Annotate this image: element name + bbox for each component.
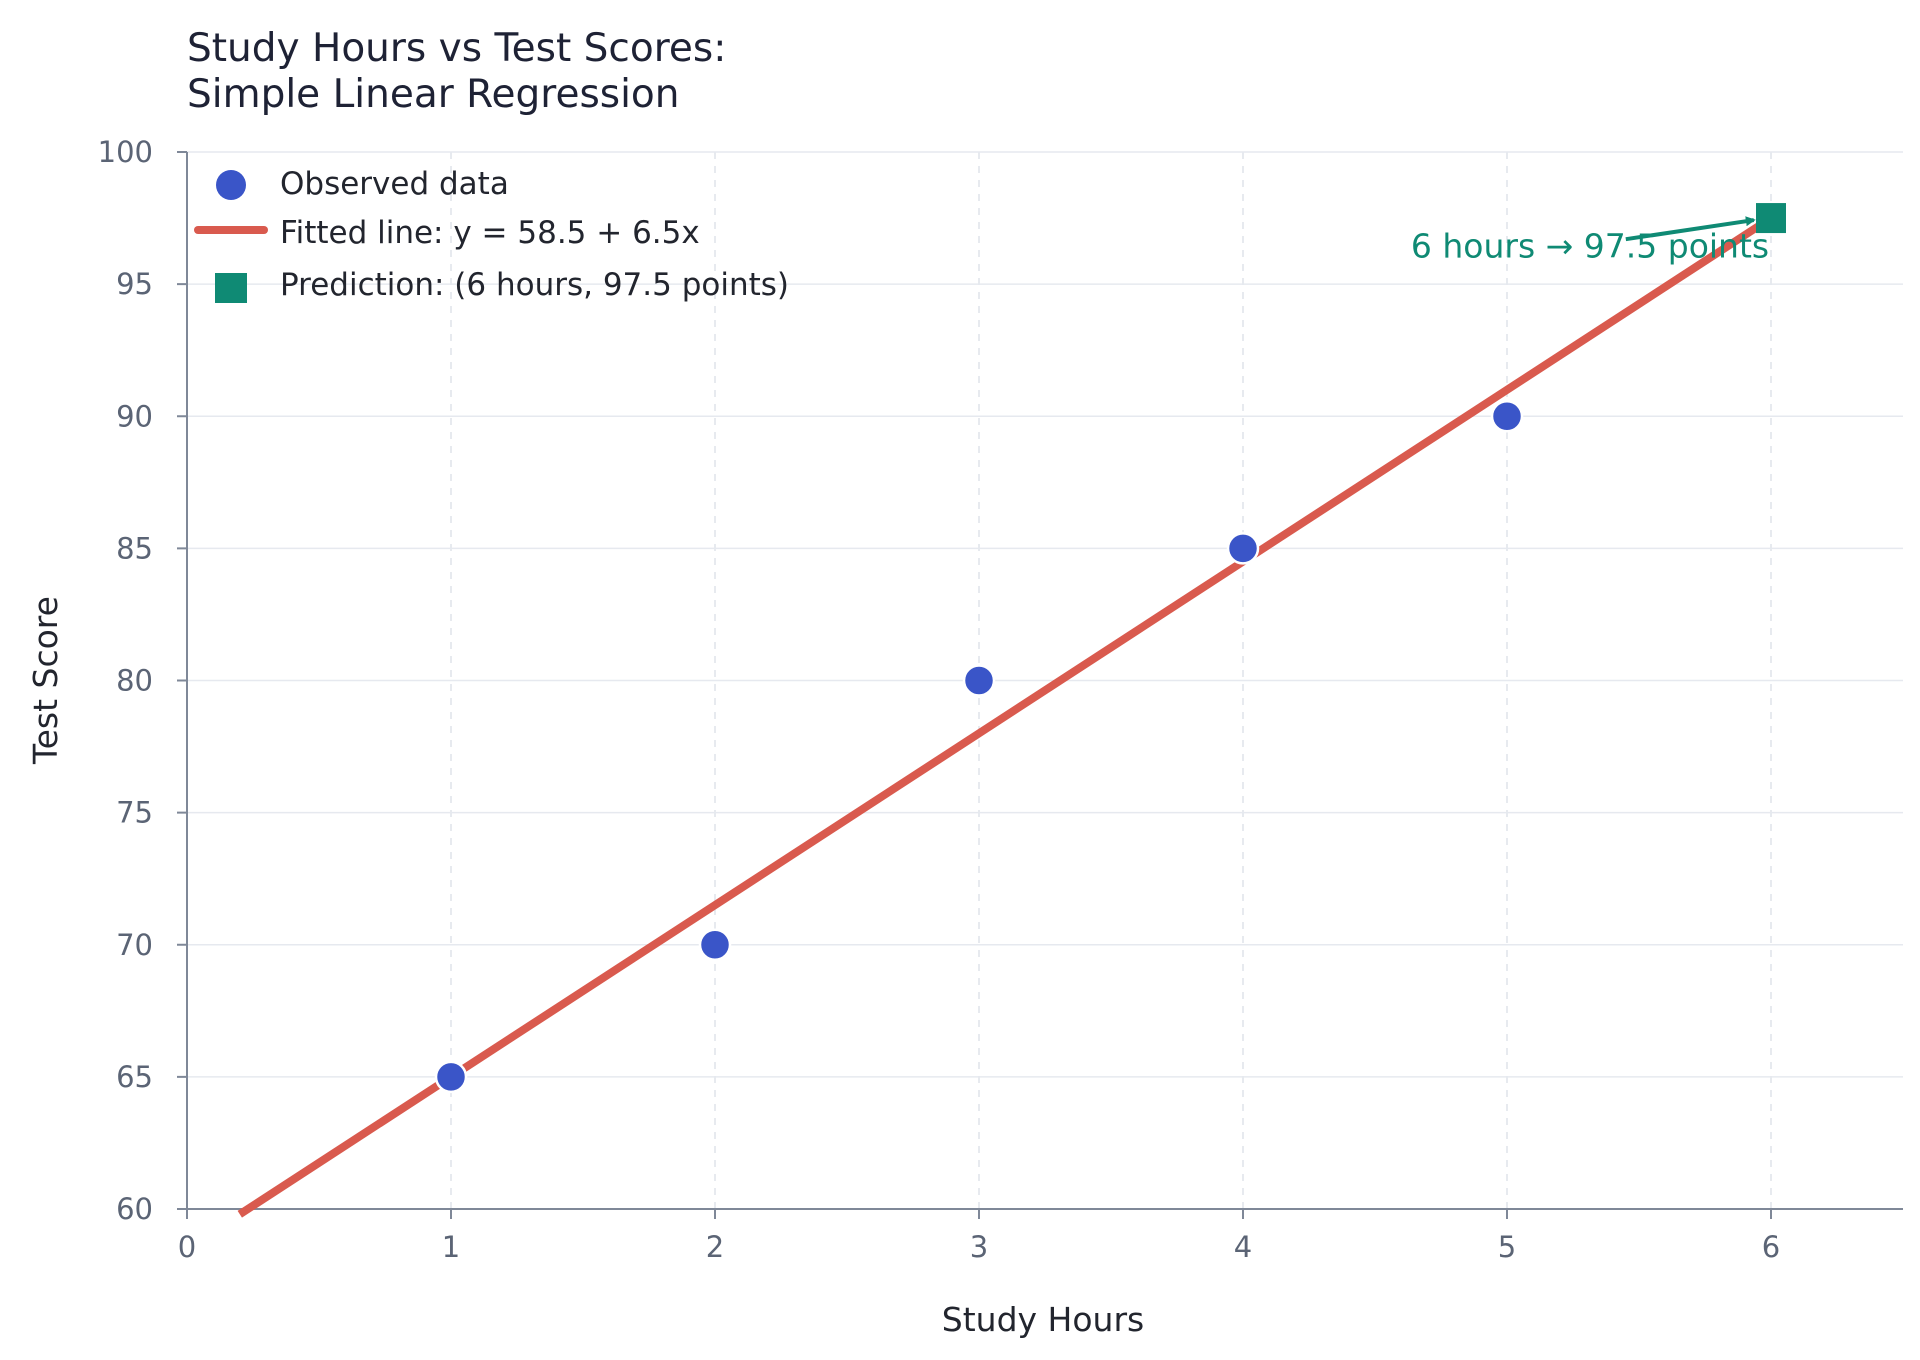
- legend-label-prediction: Prediction: (6 hours, 97.5 points): [280, 267, 789, 303]
- x-tick-label: 5: [1498, 1230, 1516, 1264]
- x-tick-label: 2: [706, 1230, 724, 1264]
- y-axis-label: Test Score: [26, 596, 65, 765]
- y-tick-label: 60: [116, 1192, 153, 1226]
- observed-data-point: [1490, 400, 1524, 433]
- y-tick-label: 70: [116, 928, 153, 962]
- y-tick-label: 95: [116, 267, 153, 301]
- y-tick-label: 65: [116, 1060, 153, 1094]
- y-tick-label: 100: [98, 135, 153, 169]
- chart-title-line-1: Study Hours vs Test Scores:: [187, 26, 726, 71]
- prediction-marker: [1756, 203, 1786, 234]
- prediction-annotation: 6 hours → 97.5 points: [1411, 216, 1769, 265]
- plot-area: [237, 203, 1786, 1218]
- annotation-text: 6 hours → 97.5 points: [1411, 226, 1769, 265]
- tick-labels: 0 1 2 3 4 5 6 60 65 70 75 80 85 90 95 100: [98, 135, 1781, 1264]
- fitted-line: [237, 214, 1774, 1218]
- legend-label-fitted: Fitted line: y = 58.5 + 6.5x: [280, 215, 700, 251]
- y-tick-label: 85: [116, 531, 153, 565]
- observed-data-point: [434, 1060, 468, 1094]
- chart-title-line-2: Simple Linear Regression: [187, 72, 680, 117]
- x-tick-label: 1: [442, 1230, 460, 1264]
- observed-data-point: [962, 664, 996, 697]
- annotation-arrow: [1625, 216, 1756, 242]
- x-tick-label: 0: [178, 1230, 196, 1264]
- y-tick-label: 75: [116, 796, 153, 830]
- legend-marker-prediction: [215, 273, 247, 303]
- legend-label-observed: Observed data: [280, 166, 509, 202]
- x-tick-label: 6: [1762, 1230, 1780, 1264]
- legend-marker-observed: [216, 170, 246, 200]
- gridlines: [187, 151, 1903, 1209]
- x-axis-label: Study Hours: [942, 1300, 1144, 1339]
- observed-data-point: [698, 928, 732, 961]
- observed-data-point: [1226, 532, 1260, 565]
- x-tick-label: 4: [1234, 1230, 1252, 1264]
- axes: [177, 151, 1903, 1219]
- y-tick-label: 90: [116, 399, 153, 433]
- legend: Observed data Fitted line: y = 58.5 + 6.…: [194, 166, 789, 303]
- y-tick-label: 80: [116, 664, 153, 698]
- x-tick-label: 3: [970, 1230, 988, 1264]
